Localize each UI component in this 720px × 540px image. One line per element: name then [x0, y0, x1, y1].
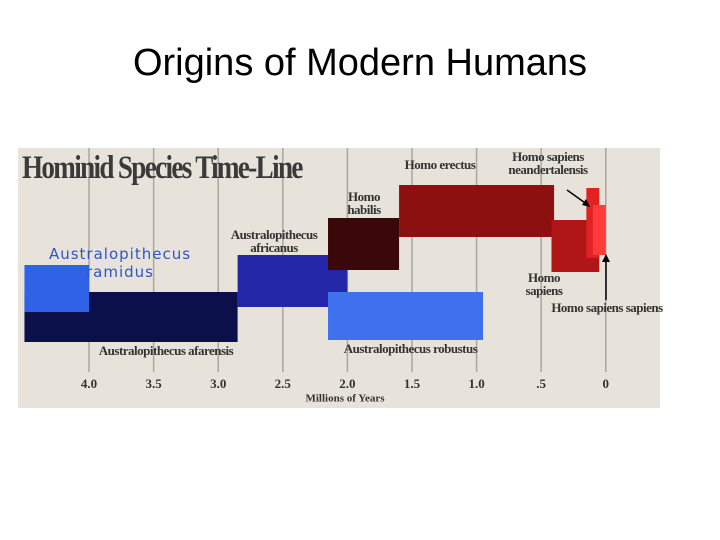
- species-label: Australopithecus robustus: [343, 341, 478, 356]
- bar: [328, 218, 400, 270]
- bar: [592, 205, 606, 255]
- chart-title: Hominid Species Time-Line: [22, 150, 303, 186]
- species-label: Homo erectus: [404, 157, 476, 172]
- bar: [399, 185, 555, 237]
- bar: [328, 292, 484, 340]
- x-tick-label: 1.0: [468, 376, 484, 391]
- x-tick-label: .5: [536, 376, 546, 391]
- slide-title: Origins of Modern Humans: [132, 42, 588, 84]
- plot: 4.0 3.5 3.0 2.5 2.0 1.5 1.0 .5 0: [24, 148, 609, 391]
- arrow-head: [582, 199, 590, 207]
- species-label: Homo sapiens neandertalensis: [508, 149, 588, 177]
- species-label: Australopithecus afarensis: [98, 343, 234, 358]
- x-tick-label: 2.5: [275, 376, 292, 391]
- species-label: Homo sapiens: [525, 270, 563, 298]
- x-tick-label: 3.0: [210, 376, 226, 391]
- species-label: Australopithecus africanus: [230, 227, 318, 255]
- species-label: Homo sapiens sapiens: [551, 300, 663, 315]
- x-tick-label: 3.5: [146, 376, 163, 391]
- x-tick-label: 0: [602, 376, 609, 391]
- arrow-head: [602, 254, 610, 262]
- bar: [24, 265, 90, 312]
- species-label: Australopithecus ramidus: [48, 245, 192, 281]
- x-tick-label: 2.0: [339, 376, 355, 391]
- x-tick-label: 4.0: [81, 376, 97, 391]
- x-tick-label: 1.5: [404, 376, 421, 391]
- species-label: Homo habilis: [347, 189, 381, 217]
- x-axis-label: Millions of Years: [305, 393, 385, 405]
